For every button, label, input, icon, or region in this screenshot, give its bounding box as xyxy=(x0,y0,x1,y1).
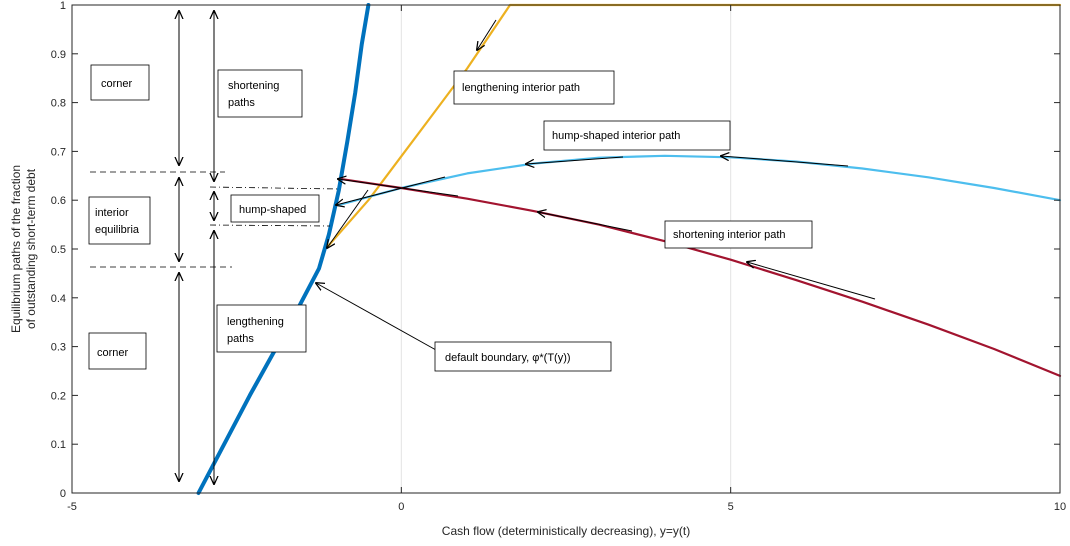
y-tick-label: 0.1 xyxy=(51,439,66,451)
shortening-paths-box xyxy=(217,69,303,118)
default-boundary-box xyxy=(434,341,612,372)
region-guides xyxy=(90,171,341,268)
y-tick-label: 0.8 xyxy=(51,98,66,110)
lengthening-top-arrow xyxy=(477,19,497,50)
y-axis-label-line-2: of outstanding short-term debt xyxy=(24,168,38,329)
annotation-line: equilibria xyxy=(95,224,140,236)
hump-right-arrow xyxy=(721,156,849,167)
x-tick-label: -5 xyxy=(67,501,77,513)
lengthening-paths-label: lengthening paths xyxy=(227,316,284,345)
y-tick-label: 0.6 xyxy=(51,195,66,207)
default-boundary-arrow xyxy=(316,283,437,351)
lengthening-paths-box xyxy=(216,304,307,353)
x-tick-label: 0 xyxy=(398,501,404,513)
interior-equilibria-label: interior equilibria xyxy=(95,207,140,236)
annotation-line: lengthening xyxy=(227,316,284,328)
lengthening-interior-path-label: lengthening interior path xyxy=(462,82,580,94)
corner-upper-box xyxy=(90,64,150,101)
shortening-middle-arrow xyxy=(538,212,633,232)
x-tick-label: 10 xyxy=(1054,501,1066,513)
shortening-paths-label: shortening paths xyxy=(228,80,279,109)
x-tick-label: 5 xyxy=(728,501,734,513)
hump-shaped-box xyxy=(230,194,320,223)
shortening-interior-path-label: shortening interior path xyxy=(673,229,786,241)
annotation-line: paths xyxy=(227,333,254,345)
y-tick-label: 0.9 xyxy=(51,49,66,61)
series-line-hump-shaped-interior-path xyxy=(337,154,1062,207)
corner-lower-label: corner xyxy=(97,347,129,359)
hump-upper-dashdot-line xyxy=(209,186,341,190)
hump-lower-dashdot-line xyxy=(209,224,331,227)
annotation-labels: corner interior equilibria corner shorten… xyxy=(95,78,786,364)
region-arrows xyxy=(179,11,214,484)
x-axis-label: Cash flow (deterministically decreasing)… xyxy=(442,524,690,538)
path-direction-arrows xyxy=(316,19,876,351)
y-tick-label: 0.5 xyxy=(51,244,66,256)
y-tick-label: 1 xyxy=(60,0,66,12)
annotation-line: paths xyxy=(228,97,255,109)
series-line-shortening-interior-path xyxy=(341,178,1062,377)
annotation-boxes xyxy=(88,64,813,372)
shortening-right-arrow xyxy=(747,262,876,300)
lengthening-bottom-arrow xyxy=(327,189,369,248)
annotation-line: shortening xyxy=(228,80,279,92)
hump-shaped-interior-path-label: hump-shaped interior path xyxy=(552,130,680,142)
y-tick-label: 0.4 xyxy=(51,293,66,305)
lengthening-interior-path-box xyxy=(453,70,615,105)
y-tick-label: 0 xyxy=(60,488,66,500)
shortening-interior-path-box xyxy=(664,220,813,249)
interior-equilibria-box xyxy=(88,196,151,245)
hump-left-arrow xyxy=(336,176,446,205)
series-line-default-boundary xyxy=(196,3,371,495)
hump-shaped-interior-path-box xyxy=(543,120,731,151)
hump-shaped-label: hump-shaped xyxy=(239,204,306,216)
shortening-left-arrow xyxy=(338,179,459,197)
corner-upper-label: corner xyxy=(101,78,133,90)
annotation-line: interior xyxy=(95,207,129,219)
corner-lower-box xyxy=(88,332,147,370)
y-tick-label: 0.3 xyxy=(51,342,66,354)
default-boundary-label: default boundary, φ*(T(y)) xyxy=(445,352,571,364)
y-axis-label-line-1: Equilibrium paths of the fraction xyxy=(9,165,23,333)
y-tick-label: 0.2 xyxy=(51,390,66,402)
hump-middle-arrow xyxy=(526,156,624,164)
y-tick-label: 0.7 xyxy=(51,146,66,158)
